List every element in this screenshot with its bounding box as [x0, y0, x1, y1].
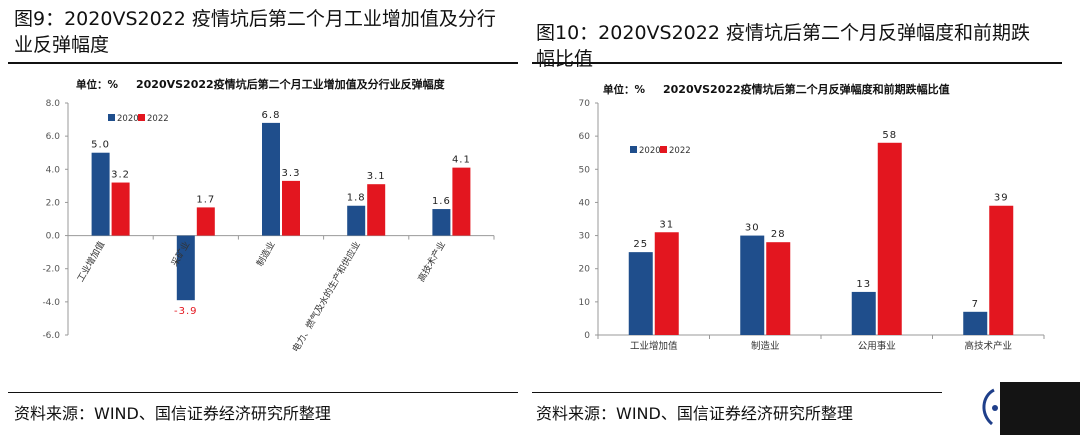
category-label: 制造业	[751, 340, 780, 352]
figure-title: 图10：2020VS2022 疫情坑后第二个月反弹幅度和前期跌幅比值	[536, 22, 1030, 70]
y-tick-label: 30	[579, 232, 591, 242]
y-tick-label: 10	[579, 298, 591, 308]
legend-label: 2020	[117, 114, 139, 124]
y-tick-label: 60	[579, 132, 591, 142]
data-label: 1.7	[196, 194, 215, 205]
category-label: 电力、燃气及水的生产和供应业	[289, 239, 362, 354]
bar-2020	[963, 311, 988, 335]
y-tick-label: 40	[579, 198, 591, 208]
legend-swatch	[630, 146, 637, 153]
bar-2022	[654, 232, 679, 335]
data-label: 3.3	[282, 168, 301, 179]
y-tick-label: 70	[579, 99, 591, 109]
category-label: 制造业	[254, 239, 278, 268]
title-rule	[532, 62, 1062, 64]
category-label: 工业增加值	[74, 239, 107, 284]
bar-2020	[432, 209, 451, 236]
bar-2020	[262, 122, 280, 236]
bar-2020	[347, 205, 366, 236]
data-label: 58	[882, 130, 897, 141]
data-label: 6.8	[262, 110, 281, 121]
bar-2022	[989, 205, 1014, 335]
data-label: 4.1	[452, 155, 471, 166]
y-tick-label: 4.0	[46, 165, 61, 175]
data-label: 3.1	[367, 171, 386, 182]
data-label: 30	[745, 223, 760, 234]
corner-dark-block	[1000, 382, 1080, 435]
y-tick-label: -6.0	[42, 331, 60, 341]
bar-2022	[766, 242, 791, 335]
source-note: 资料来源：WIND、国信证券经济研究所整理	[14, 404, 331, 423]
data-label: 1.6	[432, 196, 451, 207]
y-tick-label: 2.0	[46, 198, 61, 208]
bar-chart: 单位：% 2020VS2022疫情坑后第二个月反弹幅度和前期跌幅比值7060504…	[579, 82, 1045, 352]
bar-2020	[91, 152, 110, 236]
unit-label: 单位：%	[603, 83, 645, 96]
data-label: -3.9	[174, 306, 198, 317]
legend-label: 2022	[147, 114, 169, 124]
category-label: 高技术产业	[415, 239, 448, 284]
data-label: 25	[633, 239, 648, 250]
chart-title: 2020VS2022疫情坑后第二个月工业增加值及分行业反弹幅度	[136, 77, 446, 91]
bar-chart: 单位：% 2020VS2022疫情坑后第二个月工业增加值及分行业反弹幅度 8.0 6.…	[42, 77, 495, 354]
legend-swatch	[660, 146, 667, 153]
y-tick-label: 0.0	[46, 232, 61, 242]
y-tick-label: -4.0	[42, 298, 60, 308]
legend-swatch	[138, 114, 145, 121]
unit-label: 单位：%	[76, 78, 118, 91]
bar-2020	[740, 235, 765, 335]
chart-area: 单位：% 2020VS2022疫情坑后第二个月反弹幅度和前期跌幅比值 70 60 50 4…	[548, 70, 1068, 370]
bar-2022	[111, 182, 130, 236]
source-rule	[532, 392, 942, 393]
data-label: 5.0	[91, 140, 110, 151]
figure-title: 图9：2020VS2022 疫情坑后第二个月工业增加值及分行业反弹幅度	[14, 8, 496, 56]
data-label: 31	[659, 219, 674, 230]
source-note: 资料来源：WIND、国信证券经济研究所整理	[536, 404, 853, 423]
data-label: 39	[994, 193, 1009, 204]
category-label: 高技术产业	[964, 340, 1012, 352]
y-tick-label: 6.0	[46, 132, 61, 142]
bar-2020	[628, 252, 653, 335]
source-rule	[8, 392, 518, 393]
data-label: 7	[972, 299, 979, 310]
bar-2022	[196, 207, 215, 236]
category-label: 工业增加值	[630, 340, 678, 352]
data-label: 1.8	[347, 193, 366, 204]
chart-area: 单位：% 2020VS2022疫情坑后第二个月工业增加值及分行业反弹幅度 8.0 6.…	[16, 70, 510, 370]
title-rule	[8, 62, 518, 64]
data-label: 3.2	[111, 170, 130, 181]
y-tick-label: 8.0	[46, 99, 61, 109]
bar-2022	[282, 180, 300, 236]
bar-2022	[877, 142, 902, 335]
legend-swatch	[108, 114, 115, 121]
y-tick-label: 0	[584, 331, 590, 341]
legend-label: 2022	[669, 146, 691, 156]
y-tick-label: -2.0	[42, 265, 60, 275]
data-label: 28	[771, 229, 786, 240]
chart-title: 2020VS2022疫情坑后第二个月反弹幅度和前期跌幅比值	[663, 82, 950, 96]
legend-label: 2020	[639, 146, 661, 156]
bar-2020	[851, 291, 876, 335]
brand-logo	[982, 388, 998, 426]
bar-2020	[176, 235, 195, 301]
figure-10-panel: 图10：2020VS2022 疫情坑后第二个月反弹幅度和前期跌幅比值 单位：% 2…	[528, 0, 1080, 435]
bar-2022	[367, 184, 386, 236]
y-tick-label: 50	[579, 165, 591, 175]
figure-9-panel: 图9：2020VS2022 疫情坑后第二个月工业增加值及分行业反弹幅度 单位：%…	[0, 0, 525, 435]
y-tick-label: 20	[579, 265, 591, 275]
data-label: 13	[856, 279, 871, 290]
category-label: 公用事业	[858, 340, 896, 352]
bar-2022	[452, 167, 471, 236]
